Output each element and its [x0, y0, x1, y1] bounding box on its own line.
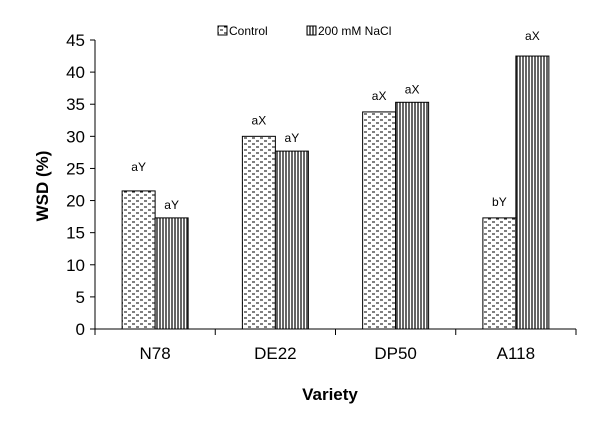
significance-label: aX — [405, 82, 420, 96]
y-tick-label: 40 — [66, 63, 85, 82]
x-category-label: N78 — [140, 344, 171, 363]
y-tick-label: 15 — [66, 224, 85, 243]
y-tick-label: 10 — [66, 256, 85, 275]
y-tick-label: 0 — [76, 320, 85, 339]
bar-control — [121, 190, 156, 330]
y-axis-title: WSD (%) — [33, 151, 52, 222]
x-category-label: DP50 — [374, 344, 417, 363]
bar-control — [362, 111, 397, 330]
y-tick-label: 45 — [66, 31, 85, 50]
legend-swatch-control — [217, 25, 228, 36]
bar-nacl — [515, 55, 550, 330]
legend-label-nacl: 200 mM NaCl — [318, 24, 391, 38]
x-category-label: A118 — [497, 344, 535, 363]
significance-label: aY — [131, 160, 146, 174]
x-axis-title: Variety — [302, 385, 358, 404]
x-category-label: DE22 — [254, 344, 297, 363]
significance-label: aX — [372, 89, 387, 103]
y-tick-label: 25 — [66, 159, 85, 178]
plot-area: 0 5 10 15 20 25 30 35 40 45 aY aY N78 aX aY DE22 aX aX DP5… — [66, 29, 577, 363]
significance-label: aY — [164, 198, 179, 212]
legend: Control 200 mM NaCl — [217, 24, 391, 38]
y-tick-label: 5 — [76, 288, 85, 307]
bar-nacl — [274, 150, 309, 330]
bar-nacl — [154, 217, 189, 330]
significance-label: aX — [252, 113, 267, 127]
y-tick-label: 30 — [66, 127, 85, 146]
legend-swatch-nacl — [306, 25, 317, 36]
y-tick-label: 35 — [66, 95, 85, 114]
legend-label-control: Control — [229, 24, 268, 38]
significance-label: aX — [525, 29, 540, 43]
significance-label: bY — [492, 195, 507, 209]
bar-control — [482, 217, 517, 330]
y-tick-label: 20 — [66, 192, 85, 211]
bar-control — [241, 135, 276, 330]
significance-label: aY — [285, 131, 300, 145]
bar-nacl — [395, 101, 430, 330]
